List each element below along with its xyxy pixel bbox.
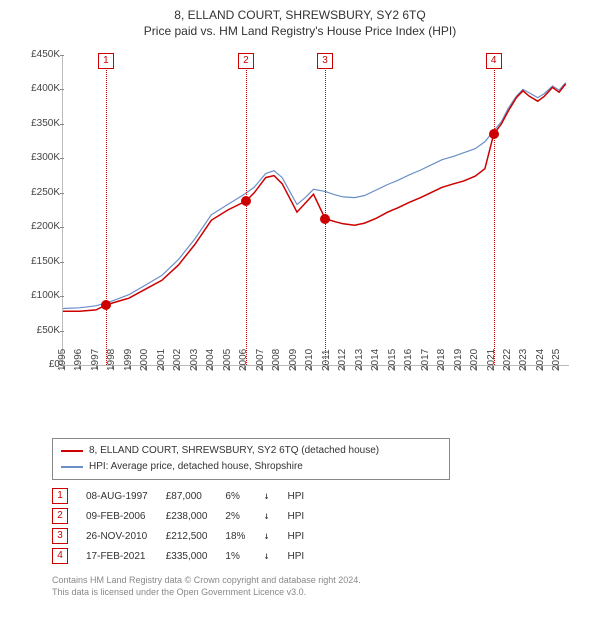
x-tick: 2022 — [508, 365, 509, 369]
chart-titles: 8, ELLAND COURT, SHREWSBURY, SY2 6TQ Pri… — [10, 8, 590, 38]
event-badge: 4 — [486, 53, 502, 69]
x-tick: 2001 — [162, 365, 163, 369]
x-tick: 2008 — [277, 365, 278, 369]
legend-row: 8, ELLAND COURT, SHREWSBURY, SY2 6TQ (de… — [61, 443, 441, 459]
x-tick: 2009 — [294, 365, 295, 369]
event-badge: 1 — [98, 53, 114, 69]
event-vline — [106, 55, 107, 365]
event-marker — [241, 196, 251, 206]
y-tick: £200K — [20, 227, 60, 238]
title-address: 8, ELLAND COURT, SHREWSBURY, SY2 6TQ — [10, 8, 590, 22]
events-table: 108-AUG-1997£87,0006%↓HPI209-FEB-2006£23… — [52, 486, 590, 566]
x-tick: 2017 — [426, 365, 427, 369]
x-tick: 1997 — [96, 365, 97, 369]
y-tick: £100K — [20, 296, 60, 307]
legend-box: 8, ELLAND COURT, SHREWSBURY, SY2 6TQ (de… — [52, 438, 450, 480]
footer-line-1: Contains HM Land Registry data © Crown c… — [52, 574, 590, 586]
chart-area: 1995199619971998199920002001200220032004… — [20, 42, 580, 402]
footer-line-2: This data is licensed under the Open Gov… — [52, 586, 590, 598]
x-tick: 1999 — [129, 365, 130, 369]
x-tick: 2019 — [459, 365, 460, 369]
event-badge: 3 — [317, 53, 333, 69]
x-tick: 1996 — [79, 365, 80, 369]
event-vline — [246, 55, 247, 365]
event-row: 108-AUG-1997£87,0006%↓HPI — [52, 486, 322, 506]
x-tick: 2025 — [557, 365, 558, 369]
event-vline — [325, 55, 326, 365]
x-tick: 2016 — [409, 365, 410, 369]
x-tick: 2014 — [376, 365, 377, 369]
event-marker — [320, 214, 330, 224]
x-tick: 2010 — [310, 365, 311, 369]
x-tick: 2015 — [393, 365, 394, 369]
plot-region: 1995199619971998199920002001200220032004… — [62, 55, 569, 366]
event-row: 326-NOV-2010£212,50018%↓HPI — [52, 526, 322, 546]
event-badge: 2 — [238, 53, 254, 69]
x-tick: 2011 — [327, 365, 328, 369]
y-tick: £150K — [20, 262, 60, 273]
x-tick: 2018 — [442, 365, 443, 369]
title-subtitle: Price paid vs. HM Land Registry's House … — [10, 24, 590, 38]
event-vline — [494, 55, 495, 365]
x-tick: 2007 — [261, 365, 262, 369]
legend-row: HPI: Average price, detached house, Shro… — [61, 459, 441, 475]
x-tick: 2013 — [360, 365, 361, 369]
y-tick: £400K — [20, 89, 60, 100]
y-tick: £250K — [20, 193, 60, 204]
x-tick: 2005 — [228, 365, 229, 369]
x-tick: 2020 — [475, 365, 476, 369]
x-tick: 2023 — [524, 365, 525, 369]
series-property — [63, 84, 566, 311]
event-row: 417-FEB-2021£335,0001%↓HPI — [52, 546, 322, 566]
x-tick: 2004 — [211, 365, 212, 369]
event-row: 209-FEB-2006£238,0002%↓HPI — [52, 506, 322, 526]
event-marker — [101, 300, 111, 310]
y-tick: £0 — [20, 365, 60, 376]
x-tick: 2024 — [541, 365, 542, 369]
x-tick: 2000 — [145, 365, 146, 369]
x-tick: 2002 — [178, 365, 179, 369]
footer-attribution: Contains HM Land Registry data © Crown c… — [52, 574, 590, 598]
x-tick: 2003 — [195, 365, 196, 369]
x-tick: 2012 — [343, 365, 344, 369]
x-tick: 2006 — [244, 365, 245, 369]
x-tick: 2021 — [492, 365, 493, 369]
y-tick: £300K — [20, 158, 60, 169]
y-tick: £450K — [20, 55, 60, 66]
x-tick: 1998 — [112, 365, 113, 369]
event-marker — [489, 129, 499, 139]
y-tick: £50K — [20, 331, 60, 342]
y-tick: £350K — [20, 124, 60, 135]
